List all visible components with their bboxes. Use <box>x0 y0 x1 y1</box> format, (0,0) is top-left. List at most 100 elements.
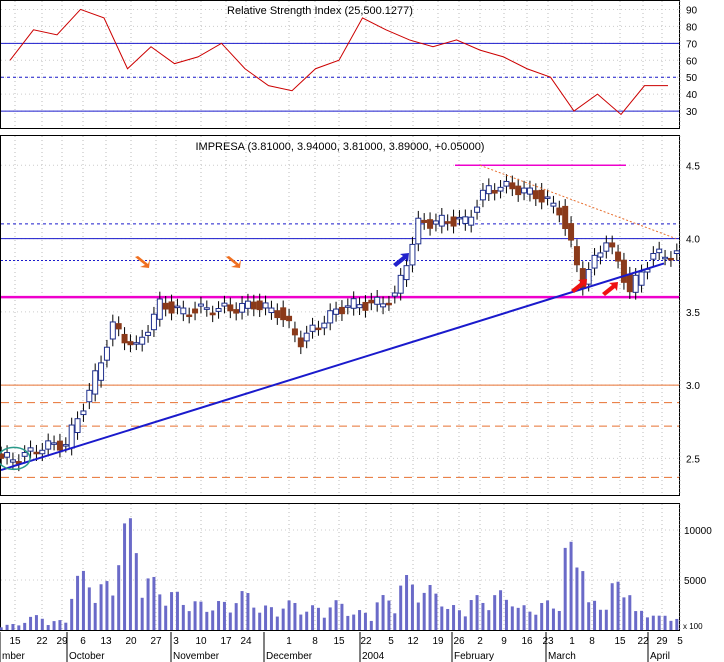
volume-bar <box>117 565 121 630</box>
volume-bar <box>587 602 591 630</box>
volume-bar <box>240 591 244 630</box>
x-day-label: 3 <box>173 636 179 647</box>
price-tick-label: 2.5 <box>686 454 700 465</box>
volume-bar <box>563 547 567 630</box>
candle-body <box>45 440 52 450</box>
candle-body <box>650 252 657 260</box>
candle-body <box>168 301 175 314</box>
candle-body <box>632 274 639 293</box>
downtrend-line <box>479 164 677 240</box>
volume-bar <box>175 591 179 630</box>
volume-bar <box>305 611 309 630</box>
candle-body <box>532 190 539 200</box>
volume-bar <box>252 607 256 630</box>
x-day-label: 22 <box>637 636 649 647</box>
volume-bar <box>311 605 315 630</box>
volume-bar <box>363 612 367 630</box>
candle-body <box>192 308 199 314</box>
x-day-label: 12 <box>407 636 419 647</box>
volume-bar <box>228 612 232 630</box>
x-day-label: 15 <box>333 636 345 647</box>
candle-body <box>538 189 545 203</box>
x-day-label: 10 <box>195 636 207 647</box>
x-day-label: 22 <box>360 636 372 647</box>
rsi-tick-label: 60 <box>686 56 698 67</box>
candle-body <box>321 322 328 329</box>
candle-body <box>374 296 381 305</box>
x-month-label: February <box>454 651 494 662</box>
candle-body <box>385 302 392 306</box>
price-candles <box>0 174 680 472</box>
volume-bar <box>99 584 103 630</box>
candle-body <box>103 346 110 361</box>
volume-bar <box>540 603 544 630</box>
volume-bar <box>528 611 532 630</box>
candle-body <box>33 451 40 455</box>
candle-body <box>450 216 457 227</box>
volume-bar <box>322 617 326 630</box>
volume-bar <box>205 611 209 630</box>
volume-unit: x 100 <box>683 622 703 631</box>
candle-body <box>521 187 528 194</box>
volume-bar <box>128 518 132 630</box>
rsi-tick-label: 90 <box>686 5 698 16</box>
candle-body <box>127 341 134 346</box>
volume-bar <box>352 614 356 630</box>
volume-bar <box>170 592 174 630</box>
candle-body <box>356 304 363 309</box>
candle-body <box>656 248 663 254</box>
volume-bar <box>281 608 285 630</box>
candle-body <box>415 217 422 245</box>
candle-body <box>427 219 434 229</box>
volume-bar <box>222 601 226 630</box>
volume-bar <box>258 612 262 630</box>
volume-bar <box>287 600 291 630</box>
volume-bar <box>510 606 514 630</box>
volume-bar <box>81 570 85 630</box>
x-month-label: November <box>173 651 220 662</box>
candle-body <box>186 314 193 318</box>
x-day-label: 9 <box>501 636 507 647</box>
volume-bar <box>29 616 33 630</box>
candle-body <box>397 274 404 294</box>
candle-body <box>556 207 563 216</box>
volume-bar <box>551 608 555 630</box>
price-tick-label: 4.0 <box>686 235 700 246</box>
volume-bar <box>399 585 403 630</box>
candle-body <box>244 300 251 309</box>
volume-tick-label: 10000 <box>684 526 712 537</box>
rsi-frame <box>0 0 680 129</box>
rsi-panel: 90 80 70 60 50 40 30 Relative Strength Index (… <box>0 0 698 129</box>
candle-body <box>156 298 163 320</box>
candle-body <box>180 307 187 315</box>
volume-bar <box>152 576 156 630</box>
volume-bar <box>634 611 638 630</box>
candle-body <box>603 242 610 252</box>
volume-bar <box>434 593 438 630</box>
price-frame <box>0 135 680 496</box>
x-axis: 15 22 29 6 13 20 27 3 10 17 24 1 8 15 22 5 12 19 26 2 9 16 23 1… <box>0 632 683 662</box>
volume-bar <box>134 553 138 630</box>
rsi-tick-label: 40 <box>686 90 698 101</box>
volume-bar <box>40 618 44 630</box>
price-tick-label: 3.5 <box>686 308 700 319</box>
volume-bar <box>546 600 550 630</box>
orange-arrow <box>135 256 150 268</box>
volume-bar <box>64 622 68 630</box>
candle-body <box>479 189 486 201</box>
x-day-label: 29 <box>56 636 68 647</box>
x-day-label: 29 <box>656 636 668 647</box>
volume-bar <box>446 608 450 630</box>
volume-bar <box>17 625 21 630</box>
candle-body <box>609 242 616 248</box>
candle-body <box>133 342 140 345</box>
volume-bar <box>534 614 538 630</box>
volume-bar <box>428 585 432 630</box>
candle-body <box>98 362 105 381</box>
volume-bar <box>669 620 673 630</box>
candle-body <box>344 305 351 308</box>
red-arrow <box>571 279 587 293</box>
volume-bar <box>87 587 91 630</box>
volume-bar <box>569 541 573 630</box>
candle-body <box>497 186 504 192</box>
